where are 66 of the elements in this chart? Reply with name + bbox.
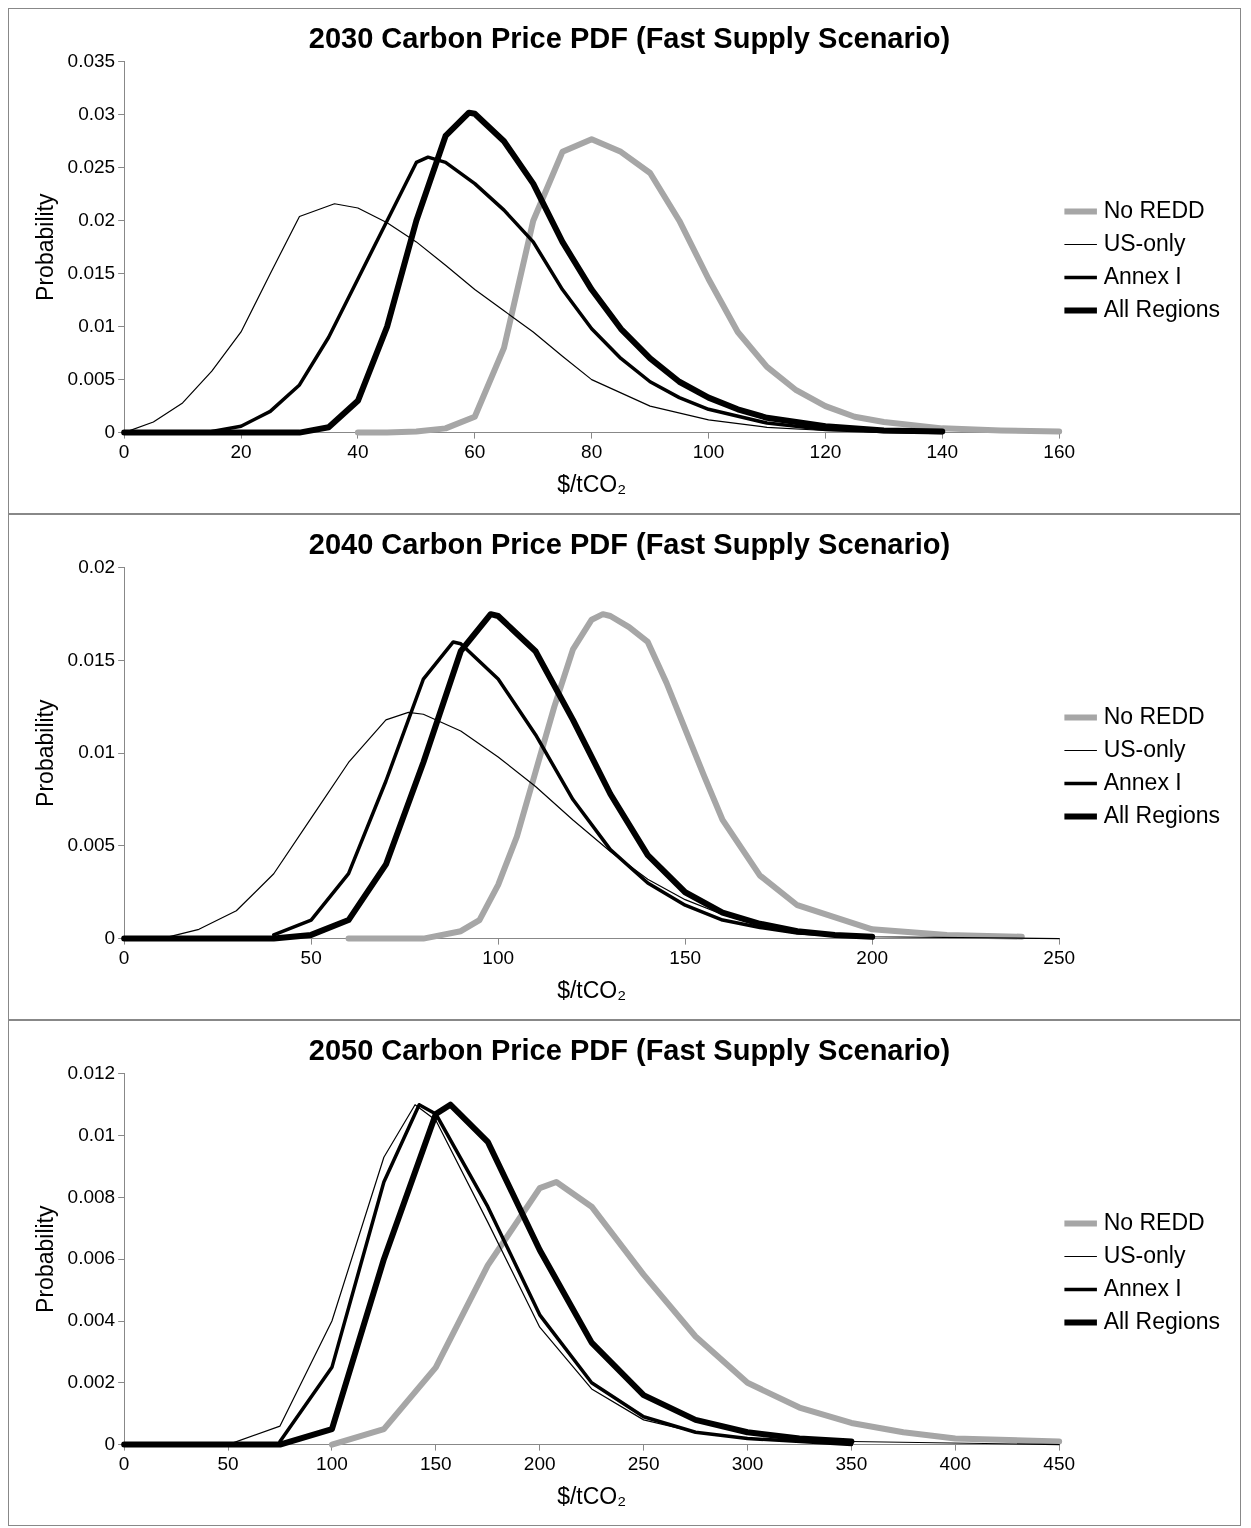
chart-title: 2050 Carbon Price PDF (Fast Supply Scenario) (308, 1034, 951, 1067)
y-tick-label: 0.01 (78, 741, 116, 763)
x-tick-label: 160 (1043, 441, 1076, 463)
x-tick-label: 350 (835, 1453, 868, 1475)
x-tick-label: 450 (1043, 1453, 1076, 1475)
x-tick-label: 80 (581, 441, 603, 463)
x-tick-label: 150 (669, 947, 702, 969)
x-tick-label: 120 (809, 441, 842, 463)
x-tick-label: 200 (856, 947, 889, 969)
y-tick-label: 0.005 (67, 834, 116, 856)
x-tick-label: 0 (118, 441, 130, 463)
y-tick-label: 0.01 (78, 1123, 116, 1145)
y-tick-label: 0.006 (67, 1247, 116, 1269)
legend-label: Annex I (1103, 1274, 1182, 1301)
legend-label: All Regions (1103, 801, 1221, 828)
y-tick-label: 0 (104, 1432, 116, 1454)
x-tick-label: 0 (118, 1453, 130, 1475)
y-tick-label: 0.002 (67, 1371, 116, 1393)
y-tick-label: 0.02 (78, 208, 116, 230)
legend-label: All Regions (1103, 295, 1221, 322)
y-tick-label: 0 (104, 420, 116, 442)
x-tick-label: 50 (217, 1453, 239, 1475)
y-tick-label: 0.03 (78, 103, 116, 125)
x-tick-label: 60 (464, 441, 486, 463)
y-tick-label: 0 (104, 926, 116, 948)
y-axis-title: Probability (32, 193, 59, 301)
x-tick-label: 100 (692, 441, 725, 463)
y-axis-title: Probability (32, 1205, 59, 1313)
x-tick-label: 300 (731, 1453, 764, 1475)
legend-label: Annex I (1103, 262, 1182, 289)
legend-label: No REDD (1103, 196, 1205, 223)
legend-label: Annex I (1103, 768, 1182, 795)
legend-label: All Regions (1103, 1307, 1221, 1334)
legend-label: US-only (1103, 229, 1186, 256)
legend-label: No REDD (1103, 702, 1205, 729)
legend-label: US-only (1103, 1241, 1186, 1268)
x-tick-label: 250 (627, 1453, 660, 1475)
chart-title: 2030 Carbon Price PDF (Fast Supply Scenario) (308, 22, 951, 55)
y-tick-label: 0.005 (67, 367, 116, 389)
y-tick-label: 0.035 (67, 50, 116, 72)
x-tick-label: 200 (523, 1453, 556, 1475)
x-tick-label: 0 (118, 947, 130, 969)
x-tick-label: 140 (926, 441, 959, 463)
x-axis-title: $/tCO₂ (557, 1482, 627, 1509)
x-axis-title: $/tCO₂ (557, 976, 627, 1003)
x-tick-label: 40 (347, 441, 369, 463)
chart-title: 2040 Carbon Price PDF (Fast Supply Scenario) (308, 528, 951, 561)
x-axis-title: $/tCO₂ (557, 470, 627, 497)
y-tick-label: 0.015 (67, 261, 116, 283)
y-tick-label: 0.025 (67, 155, 116, 177)
x-tick-label: 100 (482, 947, 514, 969)
x-tick-label: 20 (230, 441, 252, 463)
y-axis-title: Probability (32, 699, 59, 807)
y-tick-label: 0.02 (78, 556, 116, 578)
y-tick-label: 0.015 (67, 648, 116, 670)
legend-label: No REDD (1103, 1208, 1205, 1235)
x-tick-label: 50 (300, 947, 322, 969)
y-tick-label: 0.01 (78, 314, 116, 336)
x-tick-label: 250 (1043, 947, 1076, 969)
x-tick-label: 150 (419, 1453, 452, 1475)
x-tick-label: 100 (316, 1453, 348, 1475)
x-tick-label: 400 (939, 1453, 972, 1475)
y-tick-label: 0.008 (67, 1185, 116, 1207)
y-tick-label: 0.004 (67, 1309, 116, 1331)
y-tick-label: 0.012 (67, 1062, 116, 1084)
legend-label: US-only (1103, 735, 1186, 762)
